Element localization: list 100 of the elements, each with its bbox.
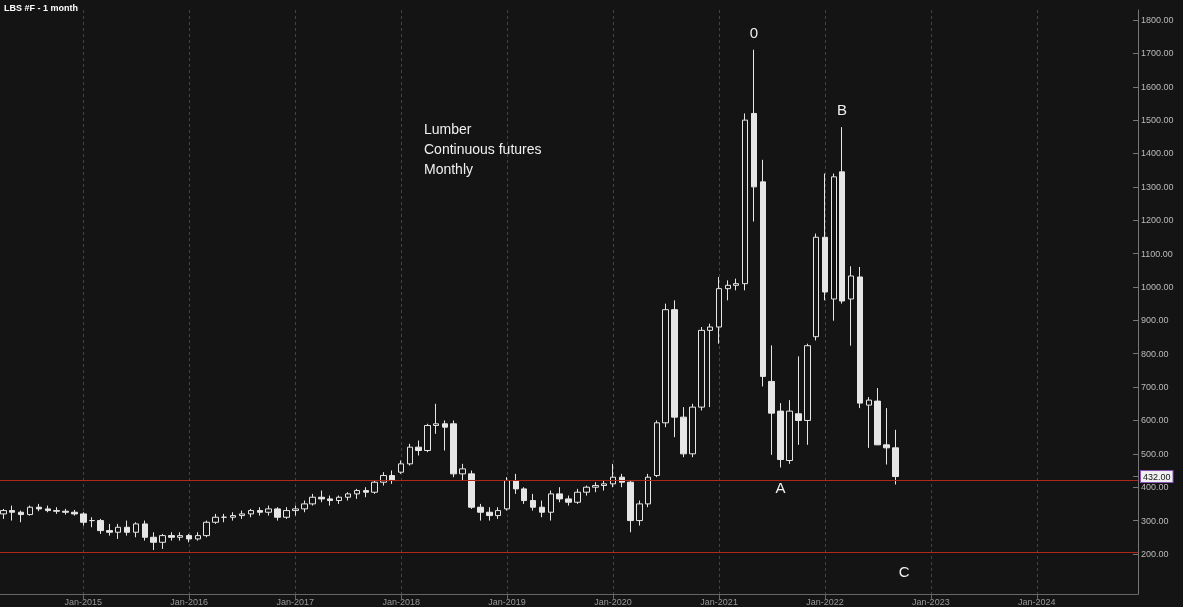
x-tick-label: Jan-2015 bbox=[64, 596, 103, 607]
y-tick-label: 1100.00 bbox=[1141, 248, 1173, 259]
candlestick bbox=[345, 491, 351, 502]
candlestick bbox=[354, 488, 360, 500]
y-tick-label: 1300.00 bbox=[1141, 181, 1174, 192]
candlestick bbox=[822, 173, 828, 301]
candlestick bbox=[257, 506, 263, 517]
candlestick bbox=[450, 419, 457, 478]
candlestick bbox=[212, 513, 219, 525]
y-tick-label: 1000.00 bbox=[1141, 281, 1174, 292]
candlestick bbox=[415, 439, 422, 457]
candlestick bbox=[645, 473, 651, 508]
candlestick bbox=[486, 506, 493, 522]
candlestick bbox=[707, 323, 713, 408]
candlestick bbox=[671, 299, 678, 438]
candlestick bbox=[442, 419, 448, 451]
annotation: A bbox=[775, 478, 786, 496]
candlestick bbox=[831, 173, 837, 322]
candlestick bbox=[36, 503, 42, 512]
candlestick bbox=[539, 500, 545, 518]
candlestick bbox=[874, 387, 881, 446]
candlestick bbox=[283, 506, 290, 520]
annotation: 0 bbox=[749, 23, 759, 41]
candlestick bbox=[150, 531, 157, 551]
candlestick bbox=[221, 513, 227, 523]
candlestick bbox=[742, 112, 748, 291]
annotation: C bbox=[898, 563, 910, 581]
candlestick bbox=[760, 159, 766, 387]
candlestick bbox=[504, 476, 510, 512]
candlestick bbox=[768, 344, 775, 456]
candlestick bbox=[459, 463, 466, 482]
candlestick bbox=[186, 533, 192, 543]
candlestick bbox=[698, 326, 705, 411]
candlestick bbox=[892, 429, 899, 486]
candlestick bbox=[292, 505, 299, 517]
y-tick-label: 900.00 bbox=[1141, 315, 1169, 326]
candlestick bbox=[80, 511, 87, 527]
y-tick-label: 400.00 bbox=[1141, 482, 1169, 493]
candlestick bbox=[363, 486, 369, 498]
candlestick bbox=[556, 486, 563, 503]
y-tick-label: 500.00 bbox=[1141, 448, 1169, 459]
annotation: B bbox=[837, 101, 848, 119]
candlestick bbox=[680, 406, 687, 458]
candlestick bbox=[274, 506, 281, 522]
candlestick bbox=[654, 419, 660, 478]
candlestick bbox=[433, 403, 439, 435]
candlestick bbox=[53, 506, 60, 515]
candlestick bbox=[866, 396, 872, 449]
candlestick bbox=[813, 233, 819, 341]
candlestick bbox=[530, 493, 536, 512]
candlestick bbox=[548, 490, 554, 522]
candlestick bbox=[371, 480, 378, 495]
candlestick bbox=[195, 531, 201, 542]
candlestick bbox=[45, 505, 51, 513]
chart-title: LBS #F - 1 month bbox=[4, 2, 78, 13]
candlestick bbox=[574, 488, 581, 505]
candlestick bbox=[848, 265, 854, 347]
candlestick bbox=[786, 399, 793, 465]
candlestick bbox=[477, 503, 484, 522]
candlestick bbox=[0, 508, 7, 520]
x-tick-label: Jan-2016 bbox=[170, 596, 208, 607]
x-tick-label: Jan-2019 bbox=[488, 596, 526, 607]
candlestick bbox=[133, 521, 139, 538]
candlestick bbox=[662, 303, 669, 428]
y-tick-label: 1700.00 bbox=[1141, 48, 1174, 59]
candlestick bbox=[495, 506, 501, 520]
y-tick-label: 1200.00 bbox=[1141, 215, 1174, 226]
y-tick-label: 432.00 bbox=[1143, 471, 1171, 482]
x-tick-label: Jan-2020 bbox=[594, 596, 632, 607]
candlestick bbox=[159, 533, 166, 550]
candlestick bbox=[627, 480, 634, 533]
candlestick bbox=[265, 505, 272, 517]
candlestick bbox=[71, 509, 78, 517]
candlestick bbox=[521, 486, 527, 505]
candlestick bbox=[327, 495, 333, 507]
candlestick bbox=[751, 49, 757, 223]
candlestick bbox=[318, 490, 325, 503]
x-tick-label: Jan-2021 bbox=[700, 596, 738, 607]
candlestick bbox=[168, 531, 175, 542]
candlestick bbox=[777, 402, 784, 469]
candlestick bbox=[124, 520, 130, 537]
x-tick-label: Jan-2023 bbox=[912, 596, 950, 607]
candlestick bbox=[857, 266, 863, 409]
y-tick-label: 1800.00 bbox=[1141, 15, 1174, 26]
candlestick bbox=[27, 505, 33, 517]
candlestick bbox=[636, 500, 643, 527]
candlestick bbox=[513, 473, 519, 495]
y-tick-label: 1400.00 bbox=[1141, 148, 1174, 159]
y-tick-label: 200.00 bbox=[1141, 548, 1169, 559]
candlestick bbox=[610, 463, 616, 488]
candlestick bbox=[336, 495, 342, 505]
y-tick-label: 700.00 bbox=[1141, 382, 1169, 393]
x-tick-label: Jan-2022 bbox=[806, 596, 844, 607]
y-tick-label: 300.00 bbox=[1141, 515, 1169, 526]
candlestick bbox=[9, 505, 15, 522]
annotation: Continuous futures bbox=[424, 141, 542, 157]
annotation: Lumber bbox=[424, 121, 472, 137]
candlestick bbox=[601, 480, 607, 492]
candlestick bbox=[18, 510, 24, 523]
candlestick bbox=[142, 520, 148, 542]
